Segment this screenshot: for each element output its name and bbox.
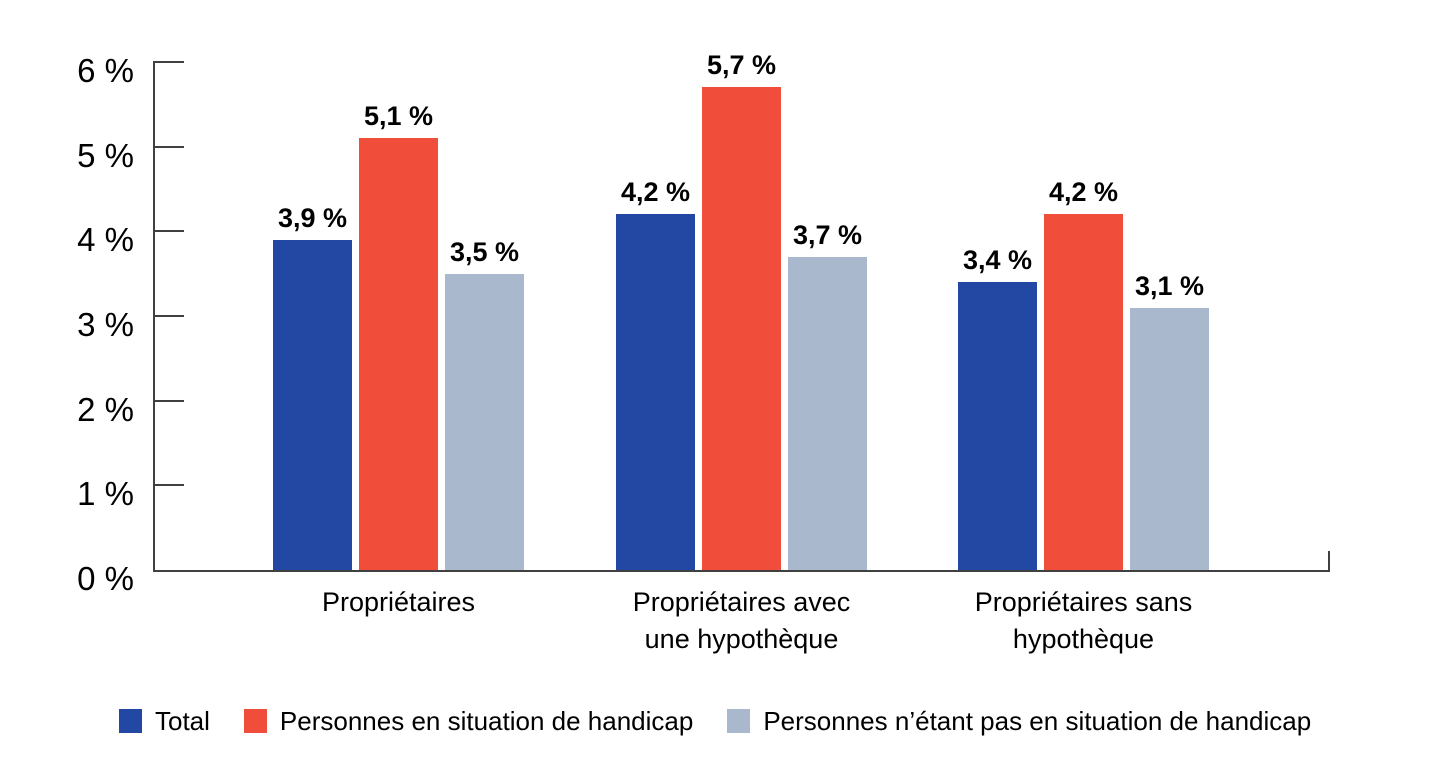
legend-label: Total xyxy=(155,706,210,736)
bar-value-label: 3,1 % xyxy=(1134,270,1205,301)
y-axis-tick-label: 3 % xyxy=(77,306,134,343)
y-axis-tick xyxy=(155,145,184,148)
legend-item-total: Total xyxy=(119,706,210,736)
legend: Total Personnes en situation de handicap P… xyxy=(119,706,1311,736)
legend-label: Personnes n’étant pas en situation de ha… xyxy=(763,706,1312,736)
y-axis-tick-label: 2 % xyxy=(77,390,134,428)
x-axis-category-label-proprietaires-sans-hypotheque: Propriétaires sans hypothèque xyxy=(904,584,1264,658)
bar-total-proprietaires-avec-hypotheque xyxy=(616,214,695,570)
bar-personnes-en-situation-de-handicap-proprietaires xyxy=(359,138,438,570)
x-axis-category-label-proprietaires-avec-hypotheque: Propriétaires avec une hypothèque xyxy=(562,584,922,658)
bar-personnes-en-situation-de-handicap-proprietaires-sans-hypotheque xyxy=(1044,214,1123,570)
legend-label: Personnes en situation de handicap xyxy=(279,706,694,736)
bar-value-label: 5,7 % xyxy=(706,50,777,81)
y-axis-tick-label: 6 % xyxy=(77,52,134,89)
bar-personnes-pas-en-situation-de-handicap-proprietaires-avec-hypotheque xyxy=(788,256,867,570)
bar-personnes-pas-en-situation-de-handicap-proprietaires-sans-hypotheque xyxy=(1130,307,1209,570)
y-axis-tick-label: 4 % xyxy=(77,221,134,259)
bar-personnes-pas-en-situation-de-handicap-proprietaires xyxy=(445,273,524,570)
bar-personnes-en-situation-de-handicap-proprietaires-avec-hypotheque xyxy=(702,87,781,570)
legend-item-personnes-en-situation-de-handicap: Personnes en situation de handicap xyxy=(243,706,694,736)
bar-value-label: 5,1 % xyxy=(363,101,434,132)
x-axis-category-label-proprietaires: Propriétaires xyxy=(219,584,579,621)
legend-swatch-total xyxy=(119,709,142,733)
x-axis-category-label-line: Propriétaires avec xyxy=(632,587,851,617)
bar-total-proprietaires xyxy=(273,239,352,570)
bar-value-label: 3,7 % xyxy=(792,219,863,250)
y-axis-tick-label: 1 % xyxy=(77,475,134,513)
x-axis-category-label-line: hypothèque xyxy=(1012,624,1155,654)
y-axis-tick-label: 5 % xyxy=(77,136,134,174)
y-axis-tick xyxy=(155,484,184,487)
y-axis-tick xyxy=(155,61,184,63)
x-axis-endcap-tick xyxy=(1328,551,1330,570)
bar-value-label: 3,9 % xyxy=(277,202,348,233)
y-axis-tick xyxy=(155,230,184,233)
x-axis-category-label-line: Propriétaires xyxy=(321,587,476,617)
y-axis-tick xyxy=(155,315,184,317)
y-axis-line xyxy=(153,61,155,572)
x-axis-category-label-line: une hypothèque xyxy=(644,624,839,654)
x-axis-line xyxy=(153,570,1330,572)
y-axis-tick xyxy=(155,399,184,402)
legend-item-personnes-pas-en-situation-de-handicap: Personnes n’étant pas en situation de ha… xyxy=(727,706,1311,736)
y-axis-tick-label: 0 % xyxy=(77,560,134,597)
legend-swatch-personnes-en-situation-de-handicap xyxy=(243,709,267,733)
bar-value-label: 4,2 % xyxy=(1048,177,1119,208)
bar-value-label: 4,2 % xyxy=(620,177,691,208)
legend-swatch-personnes-pas-en-situation-de-handicap xyxy=(727,709,751,733)
x-axis-category-label-line: Propriétaires sans xyxy=(974,587,1193,617)
bar-value-label: 3,4 % xyxy=(962,245,1033,276)
bar-value-label: 3,5 % xyxy=(449,236,520,267)
bar-total-proprietaires-sans-hypotheque xyxy=(958,282,1037,570)
